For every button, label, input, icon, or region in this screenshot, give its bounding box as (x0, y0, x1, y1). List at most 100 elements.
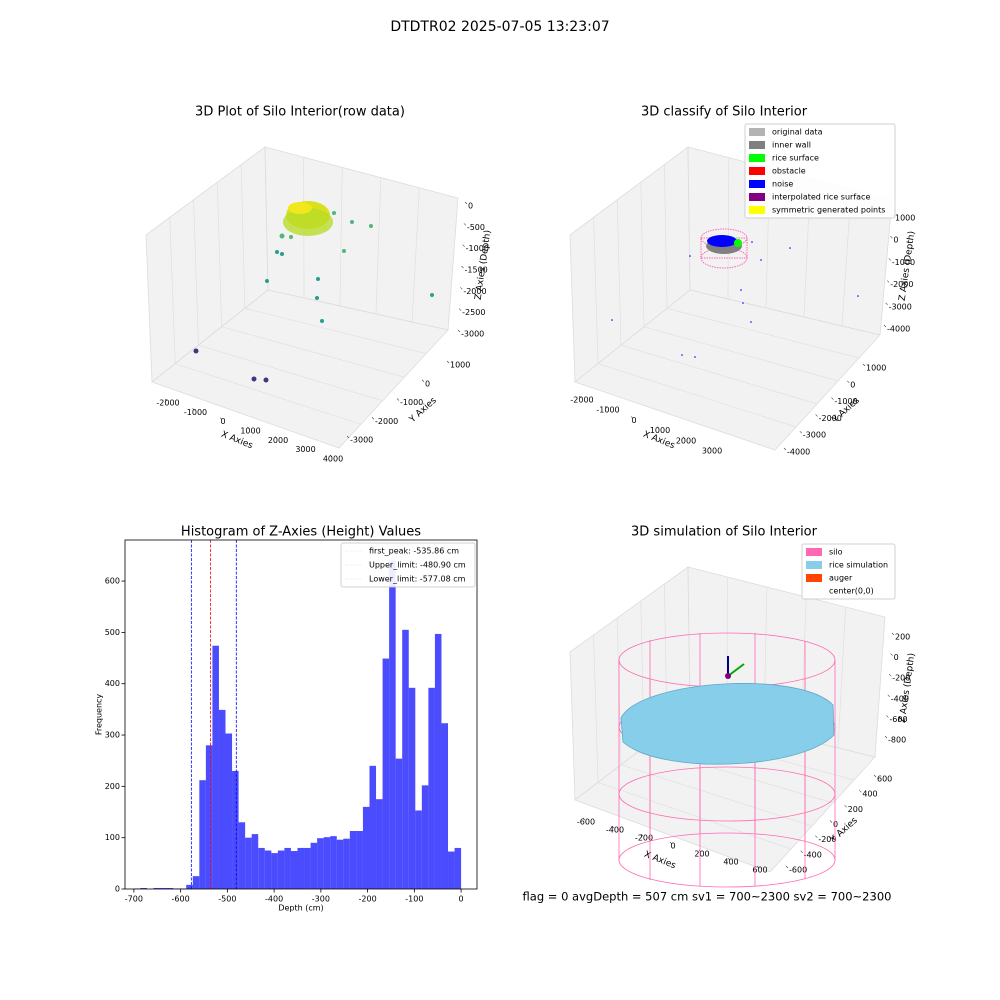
histogram-bar (199, 780, 206, 889)
footer-text: flag = 0 avgDepth = 507 cm sv1 = 700~230… (523, 890, 892, 904)
subplot-title: 3D classify of Silo Interior (641, 105, 808, 120)
z-tick-label: -500 (467, 223, 485, 232)
x-tick-label: 0 (459, 895, 464, 904)
x-tick-label: 3000 (295, 445, 315, 454)
histogram-bar (349, 831, 357, 889)
y-tick (829, 820, 833, 823)
y-tick (800, 850, 803, 854)
y-tick-label: 0 (425, 379, 430, 388)
pane-grid (244, 308, 427, 354)
z-tick (890, 653, 893, 656)
y-tick-label: -3000 (350, 436, 373, 445)
legend-label: original data (772, 128, 823, 137)
pane-grid (217, 182, 222, 327)
x-tick (274, 436, 278, 439)
x-tick-label: -200 (635, 834, 653, 843)
legend-swatch (806, 574, 822, 582)
x-tick-label: -700 (125, 895, 143, 904)
histogram-bar (395, 758, 403, 889)
histogram-bar (192, 876, 200, 889)
y-tick (859, 789, 862, 793)
pane-grid (169, 217, 176, 364)
histogram-bar (290, 851, 298, 889)
y-tick-label: -2000 (819, 414, 842, 423)
legend-label: silo (829, 548, 843, 557)
z-tick-label: -3000 (889, 302, 912, 311)
x-tick-label: -2000 (570, 396, 593, 405)
histogram-bar (212, 645, 219, 889)
pane-grid (620, 764, 813, 827)
histogram-bar (186, 884, 193, 889)
pane-grid (593, 634, 599, 783)
histogram-bar (297, 847, 305, 889)
histogram-bar (317, 838, 324, 889)
z-tick (460, 287, 463, 290)
z-tick (885, 302, 888, 306)
y-tick (815, 414, 818, 417)
histogram-bar (408, 687, 416, 889)
y-tick (831, 397, 834, 400)
legend-label: noise (772, 180, 793, 189)
z-tick (891, 632, 895, 636)
subplot-title: 3D Plot of Silo Interior(row data) (195, 105, 405, 120)
histogram-bar (434, 633, 442, 889)
z-tick (463, 223, 467, 226)
figure-title: DTDTR02 2025-07-05 13:23:07 (390, 19, 609, 35)
x-tick-label: 3000 (702, 447, 722, 456)
x-tick-label: -400 (606, 826, 624, 835)
legend-swatch (806, 587, 822, 595)
y-tick (846, 380, 850, 384)
x-tick-label: -1000 (184, 408, 207, 417)
legend-swatch (749, 154, 765, 162)
x-tick (302, 445, 305, 448)
decor-raw (193, 201, 434, 383)
legend-swatch (749, 206, 765, 214)
z-tick-label: -200 (892, 674, 910, 683)
y-tick-label: -4000 (787, 448, 810, 457)
y-tick (862, 363, 866, 367)
z-tick (462, 244, 465, 247)
y-tick-label: 600 (105, 577, 120, 586)
y-tick (421, 379, 425, 382)
x-tick (247, 426, 250, 430)
y-tick-label: 400 (862, 790, 877, 799)
y-tick-label: -600 (789, 866, 807, 875)
y-tick-label: -3000 (803, 431, 826, 440)
histogram-bar (428, 687, 435, 889)
histogram-bar (330, 836, 337, 889)
pane-grid (193, 199, 199, 346)
x-tick-label: 1000 (650, 426, 670, 435)
y-tick-label: -1000 (400, 398, 423, 407)
histogram-bar (284, 847, 291, 889)
histogram-bar (343, 838, 350, 889)
x-tick-label: -500 (218, 895, 236, 904)
pane-grid (640, 182, 645, 327)
histogram-bar (205, 745, 213, 889)
z-tick-label: 0 (894, 653, 899, 662)
pane-grid (597, 782, 792, 850)
y-tick (844, 805, 847, 808)
legend-label: symmetric generated points (772, 206, 885, 215)
histogram-bar (153, 887, 161, 889)
z-tick (464, 201, 468, 205)
y-tick (815, 835, 818, 838)
axis-pane (151, 289, 449, 449)
z-tick (457, 329, 461, 333)
x-tick (682, 436, 686, 440)
x-tick-label: 0 (220, 417, 225, 426)
z-tick-label: -1000 (892, 258, 915, 267)
x-tick (727, 857, 731, 861)
y-tick-label: 1000 (866, 364, 886, 373)
y-tick-label: 200 (105, 782, 120, 791)
x-tick (630, 416, 634, 419)
z-tick-label: -2000 (463, 287, 486, 296)
x-tick-label: 0 (631, 416, 636, 425)
y-tick-label: 300 (105, 731, 120, 740)
x-tick-label: -200 (359, 895, 377, 904)
y-tick-label: 0 (115, 885, 120, 894)
histogram-bar (304, 847, 311, 889)
legend-box (340, 542, 476, 588)
pane-grid (664, 164, 668, 309)
x-tick (640, 833, 644, 837)
